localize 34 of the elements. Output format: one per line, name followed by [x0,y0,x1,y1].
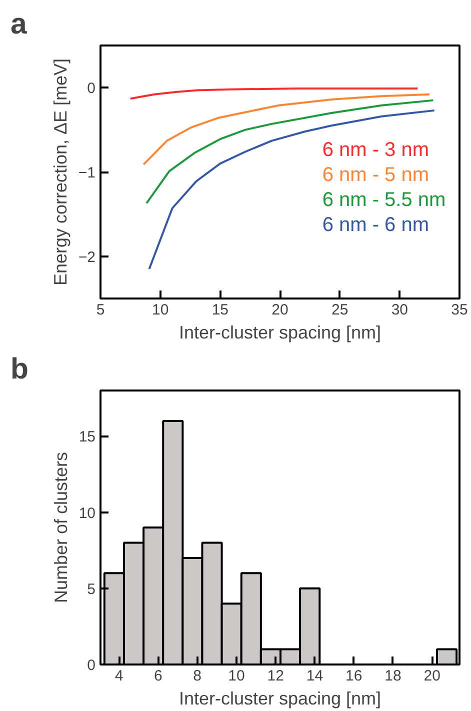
x-tick-label: 16 [346,668,362,684]
x-tick-label: 8 [193,668,202,684]
y-tick-label: 0 [87,657,96,674]
y-axis-title: Energy correction, ΔE [meV] [50,58,70,286]
y-tick-label: −1 [78,164,96,182]
x-tick-label: 18 [384,668,402,684]
text: 6 nm - 3 nm [322,139,430,161]
x-tick-label: 4 [114,668,124,684]
text: 6 nm - 6 nm [322,214,430,236]
x-tick-label: 25 [331,302,348,318]
y-tick-label: −2 [78,248,96,266]
x-tick-label: 30 [391,302,408,318]
x-tick-label: 6 [154,668,162,684]
x-axis-title: Inter-cluster spacing [nm] [178,688,382,708]
text: 6 nm - 5 nm [322,164,430,186]
x-tick-label: 20 [272,302,288,318]
y-tick-label: 5 [87,580,96,598]
y-axis-title: Number of clusters [50,452,71,604]
chart-title: b [10,352,28,386]
chart-title: a [10,8,28,40]
y-tick-label: 0 [87,80,96,98]
x-axis-title: Inter-cluster spacing [nm] [178,322,382,342]
line-series [142,93,431,166]
x-tick-label: 35 [451,302,468,318]
x-tick-label: 20 [424,668,440,684]
x-tick-label: 15 [212,302,229,318]
line-series [129,88,419,100]
text: 6 nm - 5.5 nm [322,189,446,211]
x-tick-label: 12 [267,668,284,684]
y-tick-label: 15 [78,428,96,446]
x-tick-label: 10 [152,302,169,318]
x-tick-label: 14 [306,668,324,684]
y-tick-label: 10 [78,504,96,522]
x-tick-label: 10 [228,668,245,684]
